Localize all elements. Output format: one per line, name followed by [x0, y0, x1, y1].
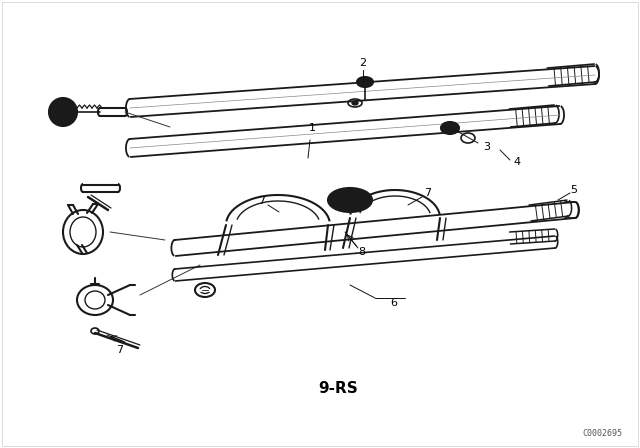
Ellipse shape [357, 77, 373, 87]
Text: 3: 3 [483, 142, 490, 152]
Ellipse shape [328, 188, 372, 212]
Text: 7: 7 [116, 345, 124, 355]
Ellipse shape [445, 125, 455, 131]
Ellipse shape [441, 122, 459, 134]
Text: 5: 5 [570, 185, 577, 195]
Text: 7: 7 [259, 196, 266, 206]
Text: 9-RS: 9-RS [318, 380, 358, 396]
Text: 7: 7 [424, 188, 431, 198]
Ellipse shape [361, 79, 369, 85]
Text: C0002695: C0002695 [582, 429, 622, 438]
Ellipse shape [49, 98, 77, 126]
Text: 2: 2 [360, 58, 367, 68]
Text: 4: 4 [513, 157, 520, 167]
Text: 8: 8 [358, 247, 365, 257]
Text: 6: 6 [390, 298, 397, 308]
Text: 1: 1 [308, 123, 316, 133]
Ellipse shape [352, 101, 358, 105]
